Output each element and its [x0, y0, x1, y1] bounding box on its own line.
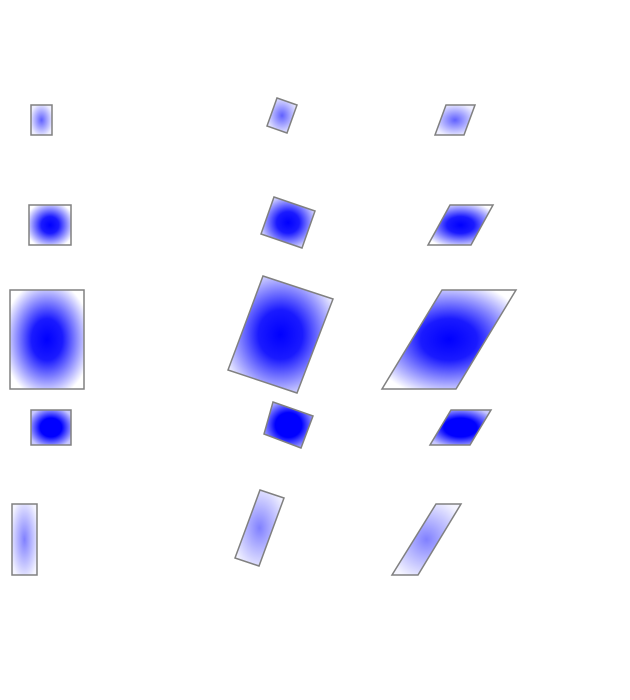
rotated-small [266, 97, 298, 134]
rotated-large [227, 275, 334, 394]
rect-solid [30, 409, 72, 446]
rect-large [9, 289, 85, 390]
rect-tall [11, 503, 38, 576]
rotated-tall [234, 489, 285, 567]
skewed-medium [426, 204, 495, 246]
rotated-medium [260, 196, 316, 249]
skewed-tall [390, 503, 463, 576]
skewed-small [433, 104, 477, 136]
rect-medium [28, 204, 72, 246]
skewed-solid [428, 409, 493, 446]
rotated-solid [263, 401, 314, 449]
rect-small [30, 104, 53, 136]
skewed-large [380, 289, 518, 390]
